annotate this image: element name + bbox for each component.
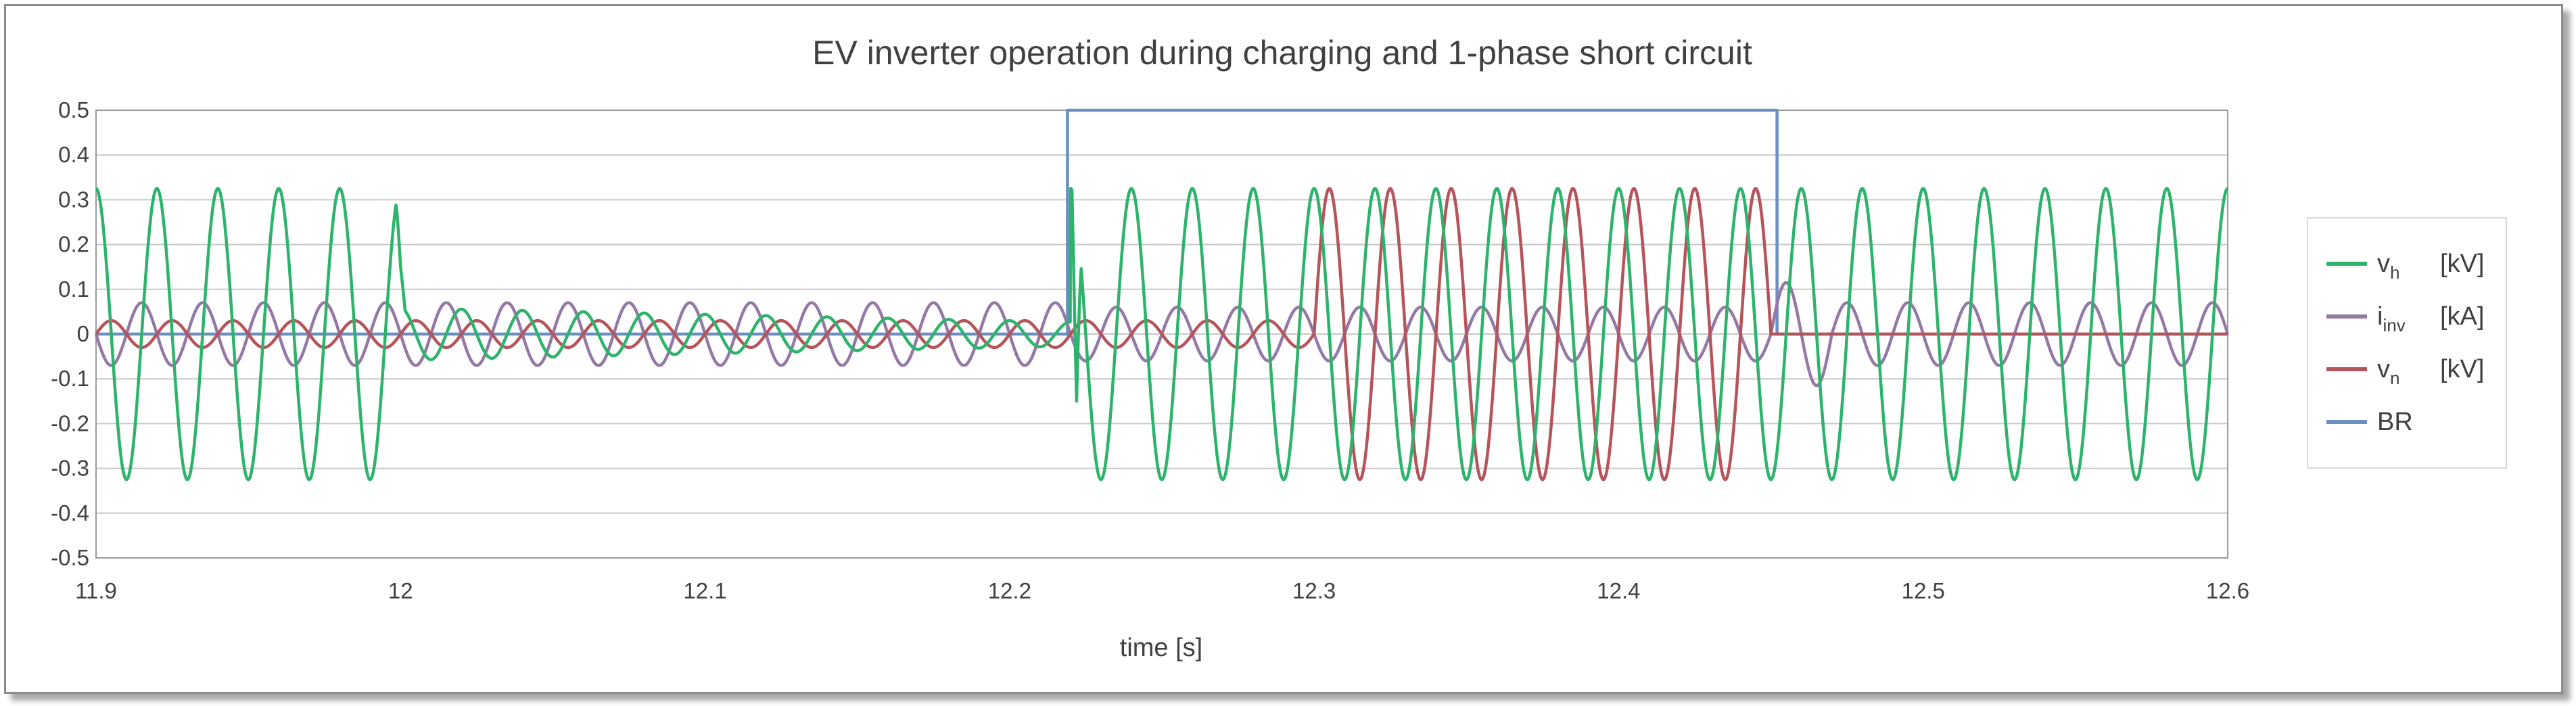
y-tick-label: -0.4 [51,500,89,525]
x-tick-label: 12.3 [1292,578,1336,603]
y-tick-label: 0.3 [58,187,89,212]
y-tick-label: 0.2 [58,232,89,257]
legend-box [2307,217,2507,469]
y-tick-label: 0.4 [58,142,89,167]
x-tick-label: 12.4 [1597,578,1640,603]
legend-label: vn [2377,355,2399,388]
legend-label: vh [2377,250,2399,283]
x-axis-title: time [s] [1120,634,1202,662]
y-tick-label: -0.1 [51,366,89,391]
legend-unit: [kA] [2440,302,2484,331]
chart-title: EV inverter operation during charging an… [812,34,1752,72]
series-line-3 [96,108,2228,336]
series-line-2 [95,187,2229,481]
chart-frame [4,4,2563,694]
legend-subscript: n [2390,368,2399,388]
x-tick-label: 12.5 [1902,578,1945,603]
y-tick-label: -0.5 [51,545,89,570]
legend-unit: [kV] [2440,355,2484,383]
legend: vh [kV]iinv [kA]vn [kV]BR [2307,217,2507,469]
y-tick-label: 0.5 [58,97,89,122]
legend-label: iinv [2377,302,2406,335]
legend-subscript: inv [2383,315,2405,335]
legend-label: BR [2377,408,2413,436]
y-tick-label: 0 [77,321,89,346]
x-tick-label: 12.2 [988,578,1031,603]
legend-subscript: h [2390,262,2399,283]
x-tick-label: 11.9 [75,578,117,603]
x-tick-label: 12 [388,578,413,603]
x-tick-label: 12.1 [683,578,726,603]
legend-main: v [2377,250,2390,278]
legend-main: BR [2377,408,2413,436]
y-tick-label: -0.3 [51,456,89,481]
y-axis-ticks: 0.5 0.4 0.3 0.2 0.1 0 -0.1 -0.2 -0.3 -0.4 -0.5 [51,97,89,570]
x-axis-ticks: 11.9 12 12.1 12.2 12.3 12.4 12.5 12.6 [75,578,2249,603]
legend-unit: [kV] [2440,250,2484,278]
series-line-0 [95,187,2229,481]
y-tick-label: -0.2 [51,410,89,436]
y-tick-label: 0.1 [58,277,89,302]
x-tick-label: 12.6 [2206,578,2249,603]
series-lines [94,108,2230,481]
legend-main: v [2377,355,2390,383]
legend-main: i [2377,302,2383,331]
